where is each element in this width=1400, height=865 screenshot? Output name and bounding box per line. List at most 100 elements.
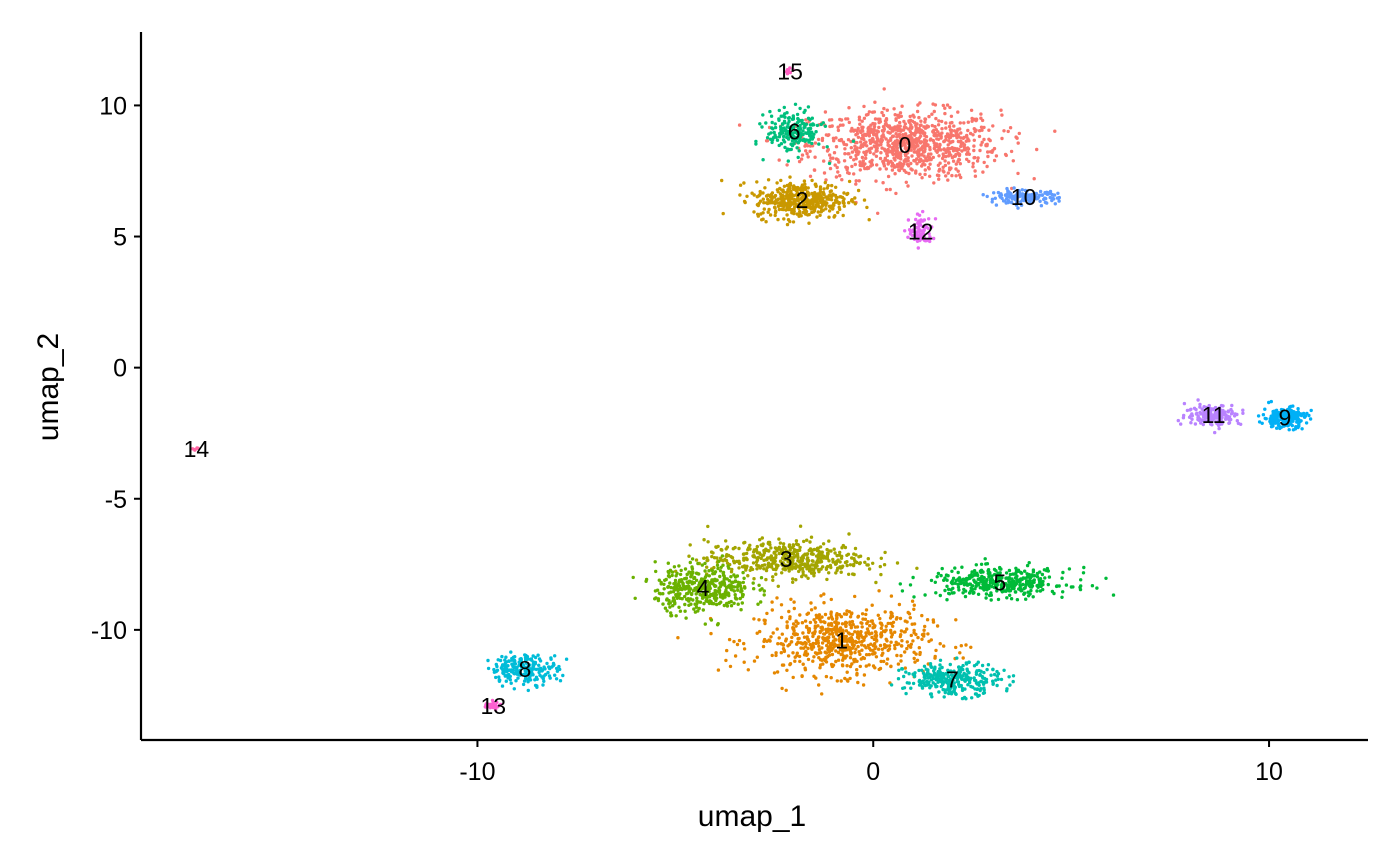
scatter-point	[874, 655, 879, 659]
cluster-14-points	[190, 446, 200, 452]
scatter-point	[827, 215, 831, 219]
scatter-point	[932, 128, 936, 132]
scatter-point	[710, 568, 714, 573]
scatter-point	[801, 132, 805, 137]
scatter-point	[1007, 568, 1012, 573]
scatter-point	[772, 560, 777, 564]
scatter-point	[855, 146, 859, 150]
scatter-point	[973, 155, 977, 160]
scatter-point	[901, 128, 906, 132]
scatter-point	[896, 662, 901, 666]
scatter-point	[787, 609, 791, 614]
scatter-point	[974, 681, 979, 685]
scatter-point	[755, 655, 759, 659]
scatter-point	[891, 126, 895, 130]
scatter-point	[980, 128, 984, 132]
scatter-point	[514, 679, 518, 683]
scatter-point	[1031, 568, 1036, 572]
scatter-point	[654, 569, 658, 574]
scatter-point	[813, 629, 817, 634]
scatter-point	[986, 571, 990, 576]
scatter-point	[833, 625, 837, 629]
scatter-point	[959, 142, 964, 147]
scatter-point	[888, 616, 893, 620]
cluster-7-points	[889, 656, 1016, 701]
scatter-point	[940, 127, 944, 131]
scatter-point	[1095, 586, 1099, 590]
scatter-point	[820, 554, 824, 558]
scatter-point	[737, 638, 742, 643]
scatter-point	[770, 600, 774, 604]
scatter-point	[824, 674, 829, 679]
scatter-point	[694, 578, 699, 582]
scatter-point	[711, 582, 715, 586]
scatter-point	[838, 635, 842, 639]
scatter-point	[507, 668, 512, 672]
scatter-point	[653, 560, 657, 564]
scatter-point	[867, 567, 872, 571]
scatter-point	[694, 558, 699, 562]
scatter-point	[843, 560, 848, 565]
scatter-point	[965, 676, 970, 680]
scatter-point	[859, 621, 863, 625]
scatter-point	[849, 146, 853, 150]
scatter-point	[990, 574, 994, 578]
scatter-point	[799, 157, 804, 161]
scatter-point	[804, 118, 808, 122]
scatter-point	[894, 118, 898, 122]
scatter-point	[695, 596, 699, 600]
scatter-point	[779, 178, 783, 183]
scatter-point	[537, 663, 541, 667]
scatter-point	[955, 656, 959, 660]
scatter-point	[888, 131, 892, 135]
scatter-point	[781, 663, 786, 667]
scatter-point	[818, 658, 823, 662]
scatter-point	[516, 676, 520, 680]
scatter-point	[827, 197, 831, 201]
scatter-point	[852, 552, 856, 556]
scatter-point	[970, 570, 974, 574]
scatter-point	[967, 671, 971, 675]
scatter-point	[954, 578, 958, 583]
scatter-point	[858, 163, 862, 167]
scatter-point	[752, 587, 756, 591]
scatter-point	[829, 641, 834, 646]
scatter-point	[938, 167, 942, 171]
scatter-point	[920, 229, 924, 233]
scatter-point	[1030, 584, 1035, 588]
scatter-point	[771, 631, 775, 635]
scatter-point	[853, 594, 857, 599]
cluster-12-points	[903, 209, 938, 250]
scatter-point	[800, 566, 805, 571]
scatter-point	[766, 210, 770, 214]
scatter-point	[839, 652, 843, 657]
scatter-point	[916, 220, 920, 225]
scatter-point	[1193, 422, 1198, 426]
scatter-point	[962, 587, 966, 592]
scatter-point	[497, 675, 501, 679]
scatter-point	[851, 139, 856, 143]
scatter-point	[786, 130, 790, 134]
scatter-point	[754, 142, 758, 146]
scatter-point	[848, 615, 853, 619]
scatter-point	[827, 161, 832, 166]
scatter-point	[988, 138, 992, 143]
scatter-point	[902, 125, 907, 129]
scatter-point	[793, 102, 798, 107]
scatter-point	[836, 170, 840, 174]
scatter-point	[975, 159, 980, 163]
scatter-point	[836, 658, 841, 662]
scatter-point	[528, 678, 533, 682]
scatter-point	[909, 123, 913, 127]
scatter-point	[1031, 579, 1035, 583]
scatter-point	[863, 560, 867, 564]
scatter-point	[916, 138, 920, 143]
scatter-point	[893, 630, 897, 634]
scatter-point	[761, 113, 765, 117]
scatter-point	[776, 204, 781, 208]
scatter-point	[794, 130, 798, 134]
scatter-point	[764, 220, 768, 224]
scatter-point	[796, 548, 801, 553]
scatter-point	[913, 660, 917, 664]
scatter-point	[810, 116, 814, 120]
